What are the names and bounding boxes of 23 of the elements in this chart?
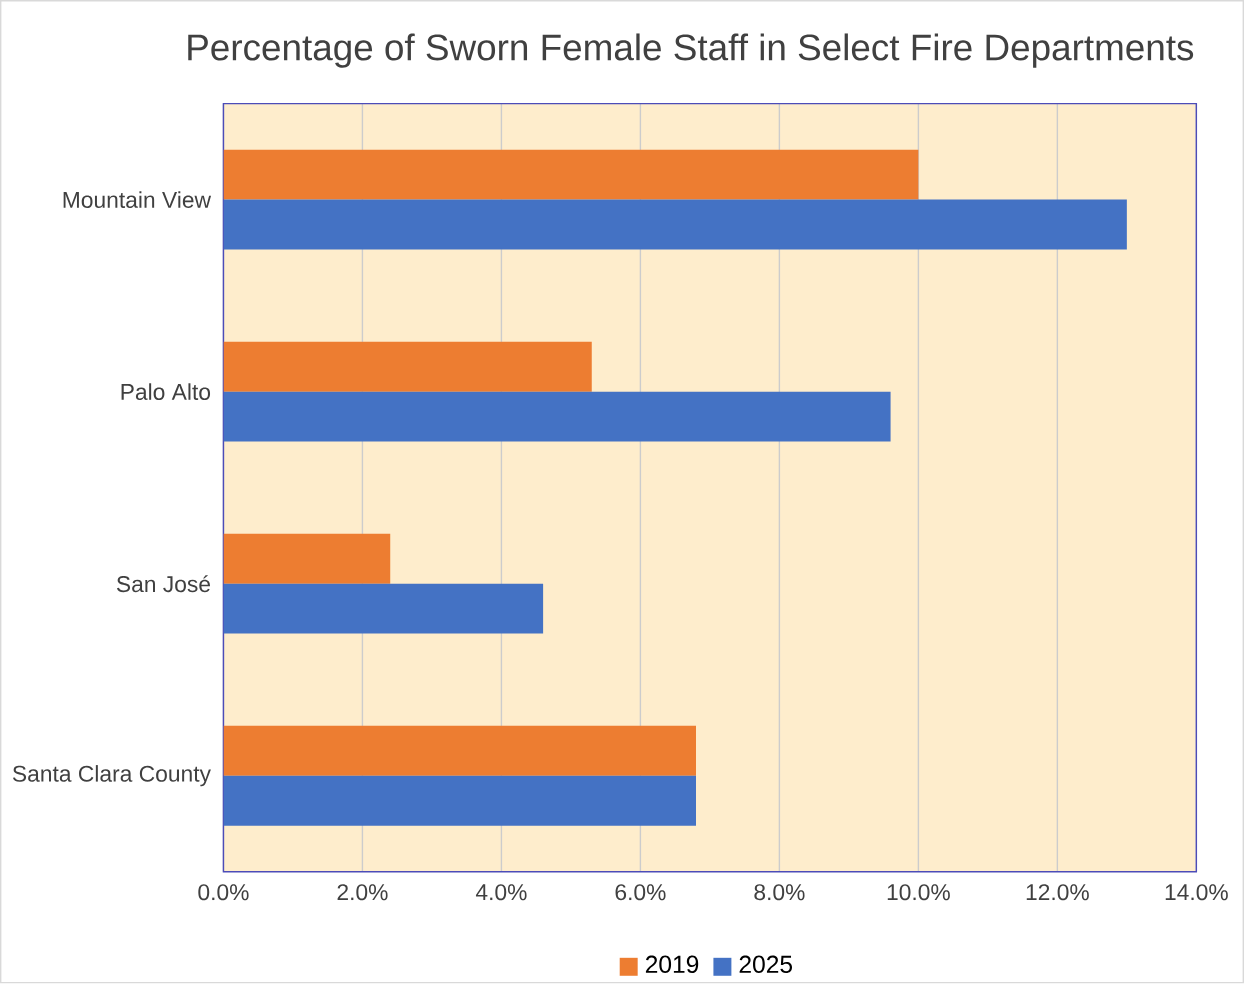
- bar: [223, 533, 391, 584]
- y-tick-label: Palo Alto: [121, 383, 211, 400]
- x-tick-label: 2.0%: [337, 884, 388, 901]
- x-tick-label: 10.0%: [887, 884, 950, 901]
- y-tick-label: Mountain View: [63, 191, 212, 208]
- legend-label: 2025: [739, 955, 793, 973]
- bar: [223, 149, 919, 200]
- bar: [223, 199, 1127, 250]
- bar: [223, 391, 891, 442]
- x-tick-label: 12.0%: [1026, 884, 1089, 901]
- bar: [223, 725, 696, 776]
- y-tick-label: San José: [116, 575, 210, 593]
- x-tick-label: 8.0%: [754, 884, 805, 901]
- legend-label: 2019: [645, 955, 699, 973]
- x-tick-label: 0.0%: [198, 884, 249, 901]
- chart-title: Percentage of Sworn Female Staff in Select Fire Departments: [188, 33, 1194, 68]
- bar: [223, 775, 696, 826]
- bar: [223, 341, 592, 392]
- bar: [223, 583, 544, 634]
- x-tick-label: 4.0%: [475, 884, 527, 901]
- x-tick-label: 14.0%: [1165, 884, 1228, 901]
- y-tick-label: Santa Clara County: [12, 765, 211, 787]
- x-tick-label: 6.0%: [615, 884, 666, 901]
